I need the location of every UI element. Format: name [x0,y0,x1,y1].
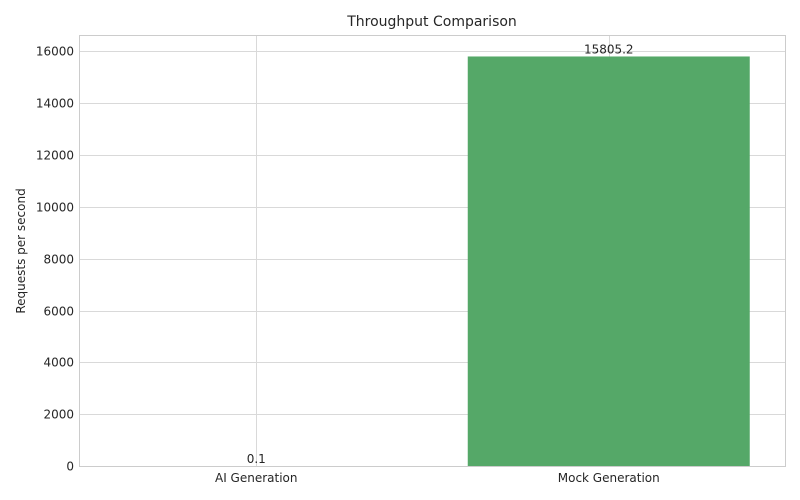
y-tick-label: 2000 [43,408,74,422]
x-tick-labels: AI Generation Mock Generation [215,471,660,485]
y-tick-label: 14000 [36,97,74,111]
y-axis-label: Requests per second [14,188,28,313]
x-tick-label: Mock Generation [558,471,660,485]
y-tick-label: 0 [66,460,74,474]
bar [467,56,750,467]
y-tick-label: 12000 [36,149,74,163]
x-tick-label: AI Generation [215,471,298,485]
bars [115,56,750,467]
plot-frame [79,35,786,467]
y-tick-label: 4000 [43,356,74,370]
data-label: 15805.2 [584,42,634,56]
y-tick-label: 8000 [43,253,74,267]
data-label: 0.1 [247,452,266,466]
y-tick-labels: 0 2000 4000 6000 8000 10000 12000 14000 16000 [36,45,74,474]
y-tick-label: 6000 [43,305,74,319]
chart-title: Throughput Comparison [346,14,517,30]
y-tick-label: 10000 [36,201,74,215]
y-tick-label: 16000 [36,45,74,59]
data-labels: 0.1 15805.2 [247,42,634,466]
